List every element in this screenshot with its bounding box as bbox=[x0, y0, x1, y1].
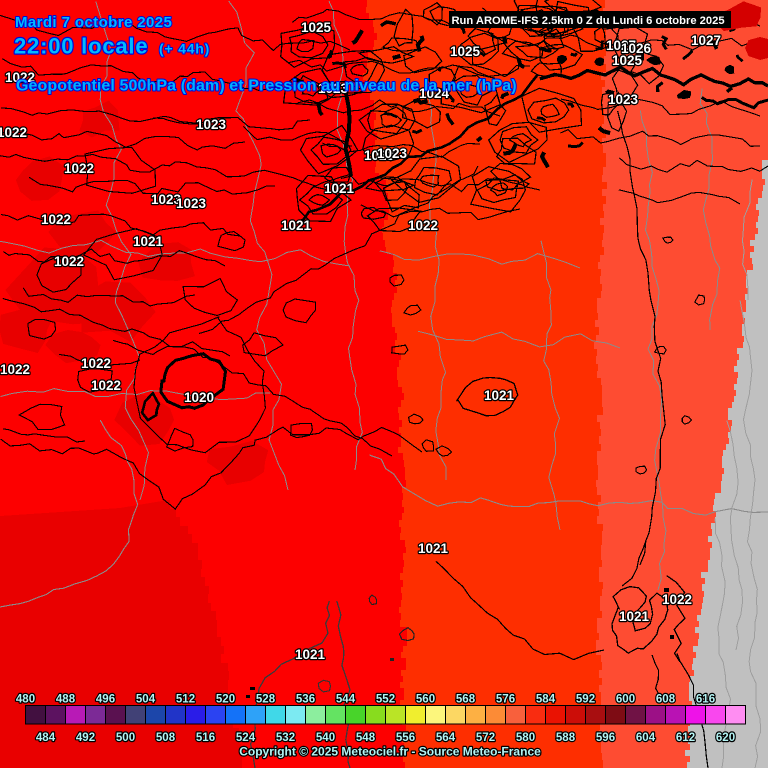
svg-text:Run AROME-IFS 2.5km 0 Z du Lun: Run AROME-IFS 2.5km 0 Z du Lundi 6 octob… bbox=[451, 15, 724, 27]
svg-text:548: 548 bbox=[356, 732, 376, 744]
svg-text:1023: 1023 bbox=[608, 92, 639, 107]
svg-text:488: 488 bbox=[56, 694, 76, 706]
svg-text:480: 480 bbox=[16, 694, 35, 706]
svg-text:580: 580 bbox=[516, 732, 535, 744]
svg-text:532: 532 bbox=[276, 732, 295, 744]
svg-text:1022: 1022 bbox=[662, 592, 692, 607]
svg-text:600: 600 bbox=[616, 694, 635, 706]
svg-text:1022: 1022 bbox=[5, 70, 35, 85]
svg-text:1022: 1022 bbox=[64, 161, 94, 176]
svg-text:1023: 1023 bbox=[364, 148, 395, 163]
svg-text:1023: 1023 bbox=[151, 192, 182, 207]
svg-text:1027: 1027 bbox=[606, 38, 636, 53]
svg-text:1023: 1023 bbox=[377, 146, 408, 161]
svg-text:1020: 1020 bbox=[184, 390, 214, 405]
svg-text:1021: 1021 bbox=[281, 218, 312, 233]
svg-text:508: 508 bbox=[156, 732, 176, 744]
svg-text:500: 500 bbox=[116, 732, 135, 744]
svg-text:1022: 1022 bbox=[408, 218, 438, 233]
svg-text:496: 496 bbox=[96, 694, 115, 706]
svg-text:Copyright © 2025 Meteociel.fr: Copyright © 2025 Meteociel.fr - Source M… bbox=[239, 745, 541, 759]
svg-text:1021: 1021 bbox=[324, 181, 355, 196]
svg-text:568: 568 bbox=[456, 694, 476, 706]
svg-text:596: 596 bbox=[596, 732, 615, 744]
svg-text:1023: 1023 bbox=[176, 196, 207, 211]
svg-text:612: 612 bbox=[676, 732, 695, 744]
svg-text:492: 492 bbox=[76, 732, 95, 744]
svg-text:584: 584 bbox=[536, 694, 556, 706]
svg-text:1023: 1023 bbox=[318, 81, 349, 96]
svg-text:(+ 44h): (+ 44h) bbox=[159, 41, 210, 57]
svg-text:1021: 1021 bbox=[295, 647, 326, 662]
svg-text:1021: 1021 bbox=[484, 388, 515, 403]
svg-text:Mardi 7 octobre 2025: Mardi 7 octobre 2025 bbox=[15, 14, 172, 31]
svg-text:1022: 1022 bbox=[41, 212, 71, 227]
svg-text:1025: 1025 bbox=[450, 44, 481, 59]
svg-text:1024: 1024 bbox=[419, 86, 450, 101]
svg-text:512: 512 bbox=[176, 694, 195, 706]
svg-text:560: 560 bbox=[416, 694, 435, 706]
svg-text:620: 620 bbox=[716, 732, 735, 744]
svg-text:1026: 1026 bbox=[621, 41, 652, 56]
svg-text:588: 588 bbox=[556, 732, 576, 744]
svg-text:1022: 1022 bbox=[0, 125, 27, 140]
svg-text:556: 556 bbox=[396, 732, 415, 744]
svg-text:1022: 1022 bbox=[91, 378, 121, 393]
svg-text:22:00 locale: 22:00 locale bbox=[14, 34, 148, 59]
svg-text:Geopotentiel 500hPa (dam) et P: Geopotentiel 500hPa (dam) et Pression au… bbox=[16, 78, 517, 95]
svg-text:1021: 1021 bbox=[133, 234, 164, 249]
svg-text:1025: 1025 bbox=[612, 53, 643, 68]
svg-text:1022: 1022 bbox=[0, 362, 30, 377]
svg-text:484: 484 bbox=[36, 732, 56, 744]
svg-text:1021: 1021 bbox=[619, 609, 650, 624]
svg-text:540: 540 bbox=[316, 732, 335, 744]
svg-text:576: 576 bbox=[496, 694, 515, 706]
svg-text:1027: 1027 bbox=[691, 33, 721, 48]
svg-text:564: 564 bbox=[436, 732, 456, 744]
svg-text:604: 604 bbox=[636, 732, 656, 744]
svg-text:528: 528 bbox=[256, 694, 276, 706]
svg-text:592: 592 bbox=[576, 694, 595, 706]
svg-text:1021: 1021 bbox=[418, 541, 449, 556]
svg-text:552: 552 bbox=[376, 694, 395, 706]
svg-text:1022: 1022 bbox=[81, 356, 111, 371]
svg-text:616: 616 bbox=[696, 694, 715, 706]
svg-text:504: 504 bbox=[136, 694, 156, 706]
svg-text:608: 608 bbox=[656, 694, 676, 706]
svg-text:544: 544 bbox=[336, 694, 356, 706]
svg-text:524: 524 bbox=[236, 732, 256, 744]
svg-text:1023: 1023 bbox=[196, 117, 227, 132]
svg-text:572: 572 bbox=[476, 732, 495, 744]
svg-text:520: 520 bbox=[216, 694, 235, 706]
svg-text:536: 536 bbox=[296, 694, 315, 706]
svg-text:1022: 1022 bbox=[54, 254, 84, 269]
svg-text:516: 516 bbox=[196, 732, 215, 744]
svg-text:1025: 1025 bbox=[301, 20, 332, 35]
